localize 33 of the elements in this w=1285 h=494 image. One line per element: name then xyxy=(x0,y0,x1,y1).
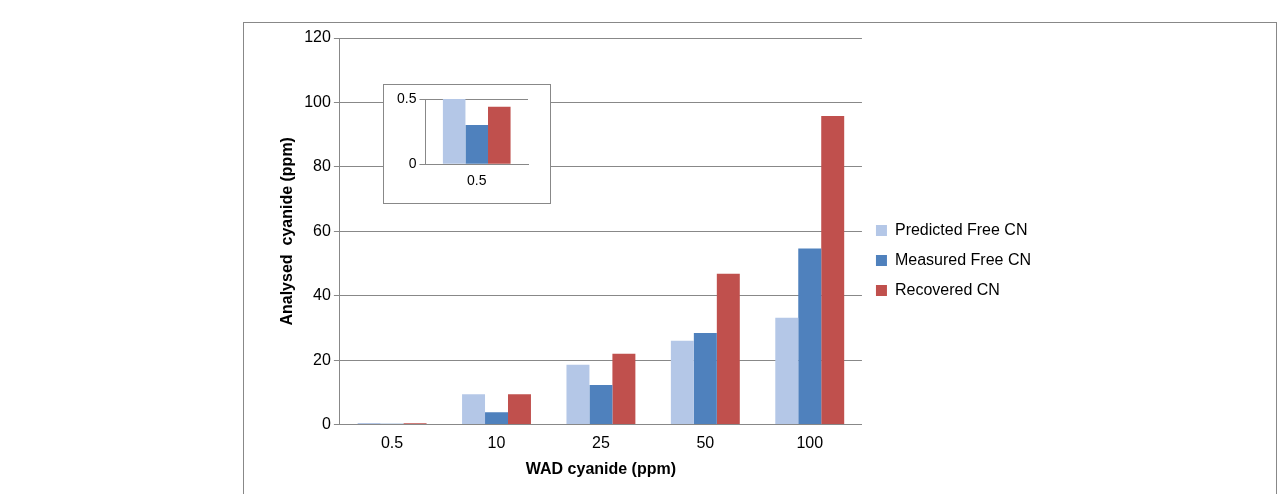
bar xyxy=(465,125,489,164)
y-tick-label: 120 xyxy=(304,28,331,46)
bar xyxy=(775,317,799,425)
y-tick-label: 20 xyxy=(313,350,331,368)
bar xyxy=(485,412,508,425)
bar xyxy=(488,106,511,164)
y-tick-label: 80 xyxy=(313,157,331,175)
bar xyxy=(798,248,822,425)
legend-label: Recovered CN xyxy=(894,280,1000,298)
bar xyxy=(821,115,845,425)
y-tick-label: 0 xyxy=(321,415,331,433)
legend-label: Predicted Free CN xyxy=(894,220,1028,238)
bar xyxy=(612,353,636,425)
bar xyxy=(716,273,740,425)
y-tick-label: 40 xyxy=(313,286,331,304)
x-tick-label: 25 xyxy=(592,433,610,451)
x-axis-title: WAD cyanide (ppm) xyxy=(525,459,677,477)
x-tick-label: 50 xyxy=(696,433,715,451)
bar xyxy=(693,333,717,425)
bar xyxy=(442,99,466,164)
bar xyxy=(462,394,486,425)
x-tick-label: 100 xyxy=(796,433,824,451)
y-tick-label: 100 xyxy=(304,92,331,110)
x-tick-label: 10 xyxy=(487,433,506,451)
y-tick-label: 0 xyxy=(408,155,417,172)
legend-label: Measured Free CN xyxy=(894,250,1031,268)
x-tick-label: 0.5 xyxy=(380,433,404,451)
bar xyxy=(508,394,531,425)
bar xyxy=(670,340,694,425)
y-tick-label: 60 xyxy=(313,221,331,239)
bar xyxy=(566,364,590,425)
y-axis-title: Analysed cyanide (ppm) xyxy=(278,137,296,326)
bar xyxy=(589,384,613,425)
